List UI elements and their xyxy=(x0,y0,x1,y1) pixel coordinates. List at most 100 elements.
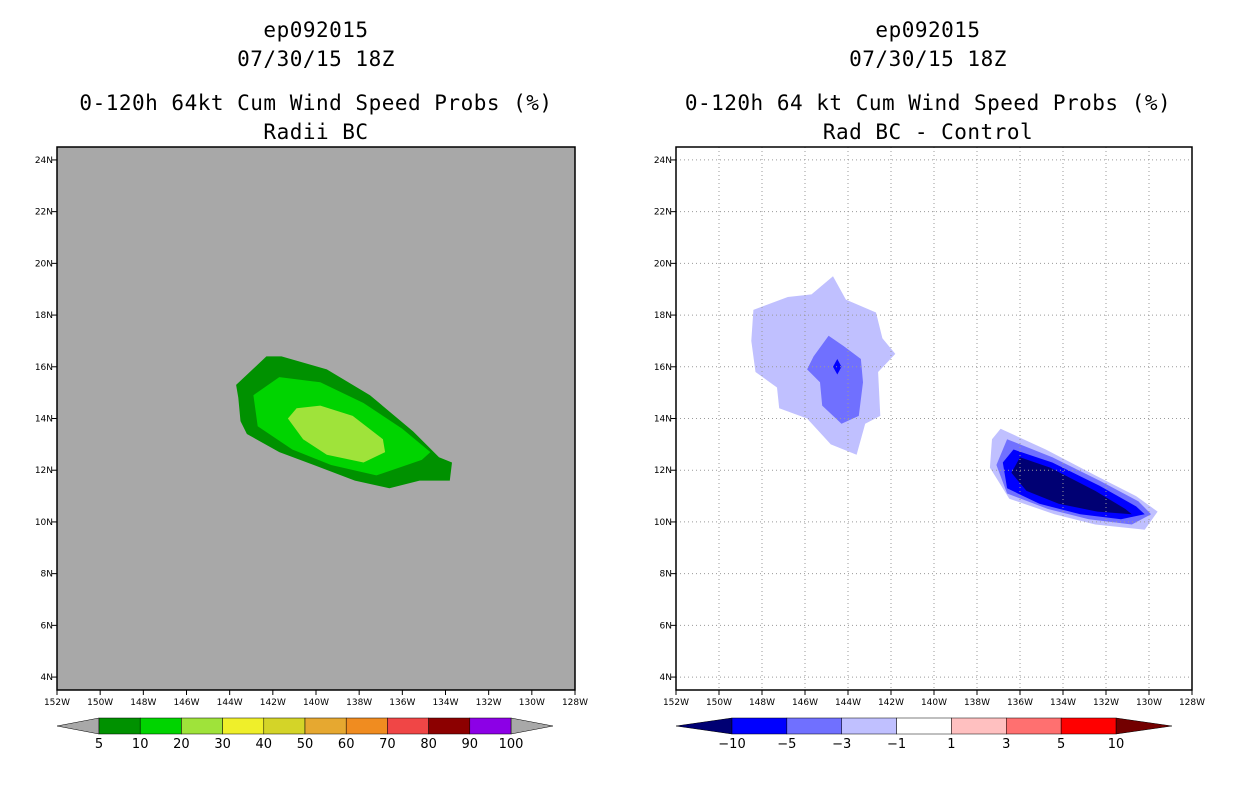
right-colorbar-label: −5 xyxy=(777,737,796,752)
right-datetime: 07/30/15 18Z xyxy=(849,47,1007,71)
right-contour--3 xyxy=(807,335,863,424)
left-colorbar-segment xyxy=(387,717,429,735)
right-x-tick-label: 130W xyxy=(1136,698,1162,708)
left-x-tick-label: 144W xyxy=(217,698,243,708)
right-x-tick-label: 152W xyxy=(663,698,689,708)
left-y-tick-label: 20N xyxy=(35,259,53,269)
left-chart-subtitle: Radii BC xyxy=(263,120,369,144)
right-x-tick-label: 140W xyxy=(921,698,947,708)
left-colorbar-label: 50 xyxy=(297,737,314,752)
right-x-tick-label: 136W xyxy=(1007,698,1033,708)
right-y-tick-label: 8N xyxy=(660,570,672,580)
right-colorbar-segment xyxy=(896,717,952,735)
right-x-tick-label: 142W xyxy=(878,698,904,708)
left-y-tick-label: 8N xyxy=(41,570,53,580)
right-colorbar-label: −1 xyxy=(887,737,906,752)
right-colorbar-segment xyxy=(841,717,897,735)
left-colorbar-segment xyxy=(98,717,141,735)
right-x-tick-label: 148W xyxy=(749,698,775,708)
left-x-tick-label: 136W xyxy=(389,698,415,708)
right-colorbar-segment xyxy=(731,717,788,735)
left-x-tick-label: 146W xyxy=(173,698,199,708)
left-x-tick-label: 142W xyxy=(260,698,286,708)
left-contour-20 xyxy=(287,405,386,463)
left-x-tick-label: 130W xyxy=(519,698,545,708)
right-y-tick-label: 24N xyxy=(654,156,672,166)
right-y-tick-label: 6N xyxy=(660,621,672,631)
right-y-tick-label: 16N xyxy=(654,363,672,373)
left-colorbar-label: 30 xyxy=(214,737,231,752)
right-x-tick-label: 150W xyxy=(706,698,732,708)
left-colorbar-segment xyxy=(428,717,471,735)
left-y-tick-label: 6N xyxy=(41,621,53,631)
right-colorbar-label: −3 xyxy=(832,737,851,752)
left-x-tick-label: 134W xyxy=(432,698,458,708)
right-colorbar-segment xyxy=(1060,717,1117,735)
left-x-tick-label: 138W xyxy=(346,698,372,708)
left-plot-frame xyxy=(56,146,576,691)
left-y-tick-label: 22N xyxy=(35,208,53,218)
left-y-tick-label: 16N xyxy=(35,363,53,373)
right-y-tick-label: 22N xyxy=(654,208,672,218)
right-y-tick-label: 10N xyxy=(654,518,672,528)
left-colorbar-arrow-high xyxy=(510,717,554,735)
right-colorbar-arrow-low xyxy=(675,717,733,735)
right-storm-id: ep092015 xyxy=(875,18,981,42)
left-chart-title: 0-120h 64kt Cum Wind Speed Probs (%) xyxy=(79,91,553,115)
right-contour--5 xyxy=(833,359,842,375)
right-chart-subtitle: Rad BC - Control xyxy=(822,120,1034,144)
right-contour--10 xyxy=(1011,457,1132,515)
left-datetime: 07/30/15 18Z xyxy=(237,47,395,71)
right-colorbar-label: 3 xyxy=(1002,737,1010,752)
left-y-tick-label: 4N xyxy=(41,673,53,683)
right-x-tick-label: 138W xyxy=(964,698,990,708)
right-colorbar-arrow-high xyxy=(1115,717,1173,735)
left-x-tick-label: 128W xyxy=(562,698,588,708)
right-colorbar-label: 5 xyxy=(1057,737,1065,752)
left-colorbar-label: 40 xyxy=(256,737,273,752)
right-x-tick-label: 144W xyxy=(835,698,861,708)
right-colorbar-label: −10 xyxy=(718,737,745,752)
right-x-tick-label: 132W xyxy=(1093,698,1119,708)
right-chart-title: 0-120h 64 kt Cum Wind Speed Probs (%) xyxy=(684,91,1172,115)
left-y-tick-label: 18N xyxy=(35,311,53,321)
left-y-tick-label: 24N xyxy=(35,156,53,166)
left-y-tick-label: 14N xyxy=(35,415,53,425)
left-x-tick-label: 132W xyxy=(476,698,502,708)
left-colorbar-label: 80 xyxy=(420,737,437,752)
right-x-tick-label: 134W xyxy=(1050,698,1076,708)
right-y-tick-label: 18N xyxy=(654,311,672,321)
left-colorbar-segment xyxy=(181,717,223,735)
left-x-tick-label: 140W xyxy=(303,698,329,708)
left-colorbar-label: 70 xyxy=(379,737,396,752)
left-colorbar-segment xyxy=(222,717,265,735)
left-x-tick-label: 150W xyxy=(87,698,113,708)
left-colorbar-label: 10 xyxy=(132,737,149,752)
right-plot-background xyxy=(676,147,1192,690)
left-colorbar-segment xyxy=(304,717,347,735)
right-colorbar-label: 1 xyxy=(947,737,955,752)
left-colorbar-arrow-low xyxy=(56,717,100,735)
left-y-tick-label: 12N xyxy=(35,466,53,476)
right-x-tick-label: 128W xyxy=(1179,698,1205,708)
right-y-tick-label: 20N xyxy=(654,259,672,269)
left-colorbar-label: 5 xyxy=(95,737,103,752)
left-colorbar-label: 90 xyxy=(462,737,479,752)
right-colorbar-segment xyxy=(1006,717,1062,735)
left-x-tick-label: 148W xyxy=(130,698,156,708)
left-x-tick-label: 152W xyxy=(44,698,70,708)
left-colorbar-segment xyxy=(345,717,388,735)
left-colorbar-label: 60 xyxy=(338,737,355,752)
left-colorbar-segment xyxy=(139,717,182,735)
right-y-tick-label: 4N xyxy=(660,673,672,683)
right-colorbar-label: 10 xyxy=(1108,737,1125,752)
right-y-tick-label: 14N xyxy=(654,415,672,425)
right-y-tick-label: 12N xyxy=(654,466,672,476)
left-storm-id: ep092015 xyxy=(263,18,369,42)
left-colorbar-label: 20 xyxy=(173,737,190,752)
right-plot-frame xyxy=(675,146,1193,691)
left-colorbar-segment xyxy=(469,717,512,735)
right-colorbar-segment xyxy=(786,717,842,735)
left-y-tick-label: 10N xyxy=(35,518,53,528)
